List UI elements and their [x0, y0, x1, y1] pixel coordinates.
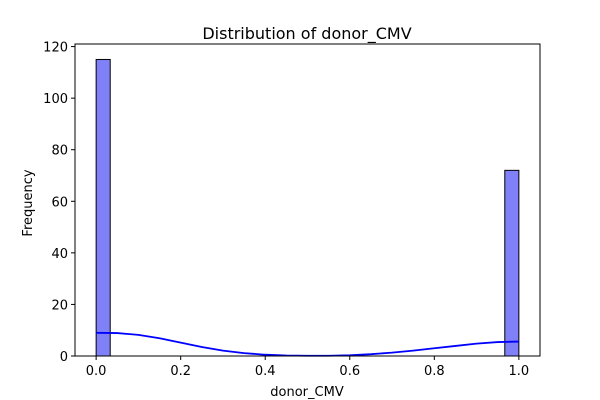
- y-tick-label: 80: [51, 144, 68, 159]
- x-tick-label: 0.2: [170, 364, 191, 379]
- y-tick-label: 120: [43, 41, 68, 56]
- y-tick-label: 20: [51, 298, 68, 313]
- x-tick-label: 0.0: [86, 364, 107, 379]
- y-tick-label: 40: [51, 247, 68, 262]
- y-axis-label: Frequency: [21, 169, 36, 236]
- x-axis-label: donor_CMV: [270, 385, 344, 400]
- x-axis-ticks: 0.0 0.2 0.4 0.6 0.8 1.0: [86, 356, 529, 379]
- x-tick-label: 0.8: [424, 364, 445, 379]
- kde-line: [96, 331, 519, 357]
- plot-frame: [74, 43, 541, 357]
- x-tick-label: 1.0: [509, 364, 530, 379]
- kde-layer: [96, 331, 519, 357]
- histogram-bar-1: [504, 169, 520, 357]
- y-tick-label: 60: [51, 195, 68, 210]
- histogram-bar-0: [95, 58, 111, 357]
- x-tick-label: 0.6: [339, 364, 360, 379]
- plot-area: [95, 58, 520, 357]
- x-tick-label: 0.4: [255, 364, 276, 379]
- chart-title: Distribution of donor_CMV: [202, 24, 411, 44]
- y-tick-label: 0: [60, 350, 68, 365]
- y-axis-ticks: 0 20 40 60 80 100 120: [43, 41, 75, 365]
- y-tick-label: 100: [43, 92, 68, 107]
